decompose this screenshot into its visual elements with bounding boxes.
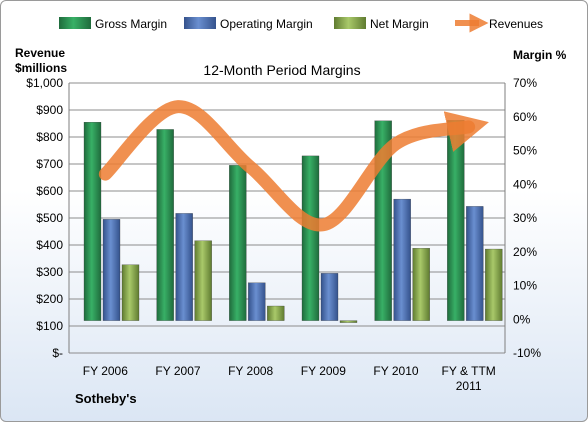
legend-swatch-net [334, 17, 366, 29]
bar-gross-margin [301, 155, 320, 321]
x-tick-label: FY 2008 [228, 364, 273, 378]
company-name: Sotheby's [75, 391, 137, 406]
bar-operating-margin [393, 198, 411, 321]
y-right-tick-label: 10% [513, 279, 537, 293]
x-tick-label: FY & TTM [442, 364, 496, 378]
x-tick-label: 2011 [456, 379, 482, 393]
y-right-tick-label: 50% [513, 144, 537, 158]
bar-net-margin [267, 305, 285, 321]
y-left-tick-label: $600 [36, 184, 63, 198]
y-left-tick-label: $200 [36, 292, 63, 306]
bar-operating-margin [466, 206, 484, 321]
legend-label-gross: Gross Margin [95, 17, 167, 31]
y-right-tick-label: 40% [513, 177, 537, 191]
y-right-tick-label: 60% [513, 110, 537, 124]
x-tick-label: FY 2007 [155, 364, 200, 378]
bar-operating-margin [320, 273, 339, 321]
bar-gross-margin [229, 165, 247, 321]
y-left-tick-label: $1,000 [26, 76, 63, 90]
bar-net-margin [485, 248, 503, 321]
chart-title: 12-Month Period Margins [203, 62, 360, 78]
bar-gross-margin [447, 120, 465, 321]
bar-gross-margin [156, 129, 174, 321]
y-left-tick-label: $400 [36, 238, 63, 252]
bar-operating-margin [175, 213, 193, 321]
y-left-tick-label: $500 [36, 211, 63, 225]
bar-gross-margin [83, 122, 102, 321]
bar-net-margin [121, 264, 140, 321]
legend-label-operating: Operating Margin [220, 17, 313, 31]
legend-label-net: Net Margin [370, 17, 429, 31]
y-right-tick-label: -10% [513, 346, 541, 360]
legend-swatch-operating [184, 17, 216, 29]
chart-legend: Gross Margin Operating Margin Net Margin… [59, 13, 543, 33]
axis-layer: $- $100 $200 $300 $400 $500 $600 $700 $800 $900 $1… [26, 76, 541, 393]
x-tick-label: FY 2006 [83, 364, 128, 378]
y-right-tick-label: 20% [513, 245, 537, 259]
x-tick-label: FY 2010 [373, 364, 418, 378]
legend-swatch-gross [59, 17, 91, 29]
bar-operating-margin [102, 219, 121, 321]
y-left-tick-label: $700 [36, 157, 63, 171]
y-right-tick-label: 70% [513, 76, 537, 90]
bar-net-margin [339, 320, 358, 323]
bar-layer [83, 120, 503, 323]
y-left-tick-label: $800 [36, 130, 63, 144]
y-left-tick-label: $300 [36, 265, 63, 279]
y-right-tick-label: 30% [513, 211, 537, 225]
y-right-tick-label: 0% [513, 312, 531, 326]
legend-label-revenues: Revenues [489, 17, 543, 31]
y-left-label-line1: Revenue [15, 46, 65, 60]
bar-net-margin [412, 248, 430, 321]
y-left-label-line2: $millions [15, 61, 67, 75]
y-left-tick-label: $900 [36, 103, 63, 117]
y-left-tick-label: $100 [36, 319, 63, 333]
bar-operating-margin [248, 282, 266, 321]
revenues-line [98, 100, 489, 232]
line-layer [98, 100, 489, 232]
x-tick-label: FY 2009 [301, 364, 346, 378]
bar-net-margin [194, 240, 212, 321]
y-right-label: Margin % [513, 48, 567, 62]
y-left-tick-label: $- [52, 346, 63, 360]
